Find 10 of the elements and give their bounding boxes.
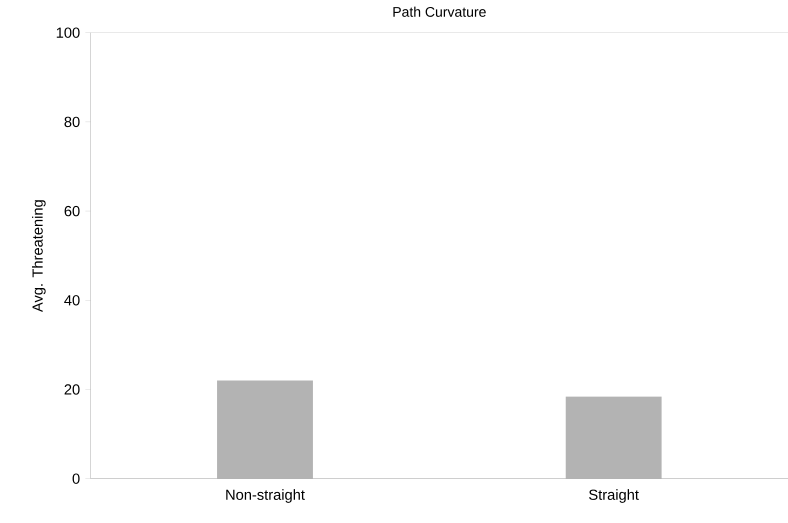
y-tick-label: 100 bbox=[56, 28, 80, 38]
y-tick-label: 0 bbox=[72, 474, 80, 484]
y-axis-title: Avg. Threatening bbox=[32, 200, 46, 312]
x-tick-label: Straight bbox=[589, 489, 639, 503]
chart-title: Path Curvature bbox=[393, 6, 486, 18]
x-tick-label: Non-straight bbox=[226, 489, 305, 503]
y-tick-label: 20 bbox=[64, 384, 80, 395]
y-tick-label: 60 bbox=[64, 206, 80, 216]
y-tick-label: 40 bbox=[64, 295, 80, 306]
y-tick-label: 80 bbox=[64, 116, 80, 128]
